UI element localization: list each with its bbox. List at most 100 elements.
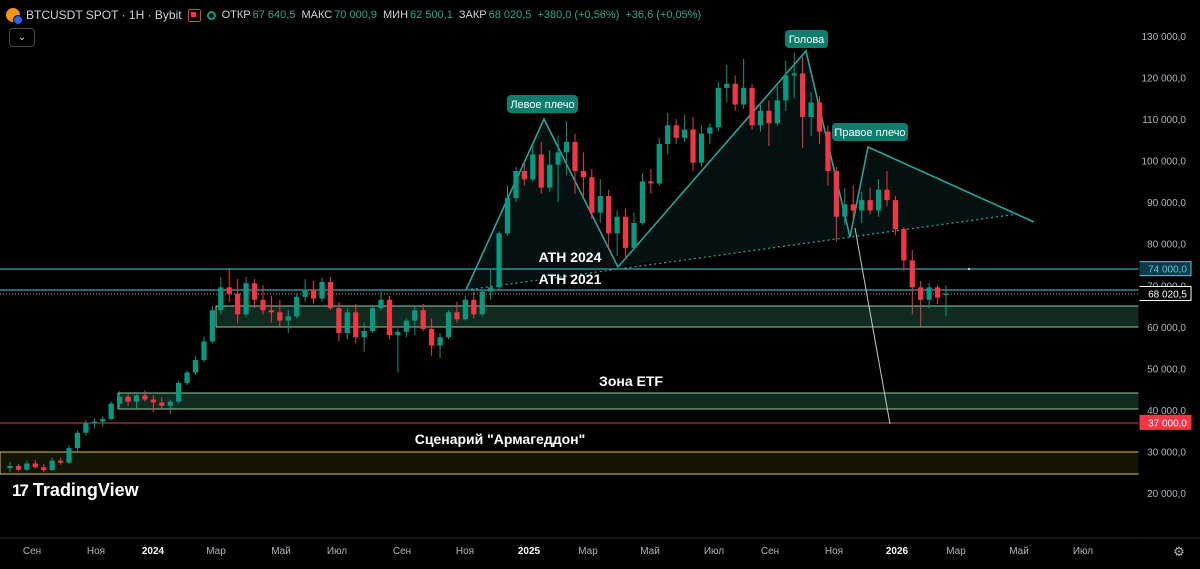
candle[interactable] — [83, 420, 89, 436]
candle[interactable] — [833, 166, 839, 242]
candle[interactable] — [698, 125, 705, 167]
candle[interactable] — [167, 399, 173, 415]
candle[interactable] — [117, 391, 123, 408]
candle[interactable] — [395, 328, 401, 373]
candle[interactable] — [412, 306, 418, 336]
candle[interactable] — [521, 162, 527, 186]
candle[interactable] — [943, 285, 949, 317]
candle[interactable] — [614, 210, 620, 257]
candle[interactable] — [277, 299, 283, 327]
candle[interactable] — [842, 187, 848, 226]
candle[interactable] — [816, 96, 823, 145]
candle[interactable] — [757, 104, 764, 132]
candle[interactable] — [386, 295, 393, 340]
candle[interactable] — [665, 112, 671, 155]
candle[interactable] — [336, 301, 342, 342]
candle[interactable] — [597, 179, 603, 223]
pattern-outline[interactable] — [465, 49, 1035, 291]
candle[interactable] — [783, 60, 789, 111]
candle[interactable] — [859, 191, 865, 223]
candle[interactable] — [437, 333, 443, 358]
candle[interactable] — [572, 133, 578, 194]
candle[interactable] — [66, 445, 72, 464]
candle[interactable] — [378, 291, 384, 311]
candle[interactable] — [909, 249, 915, 315]
candle[interactable] — [732, 75, 738, 111]
candle[interactable] — [892, 195, 899, 236]
candle[interactable] — [589, 168, 595, 219]
candle[interactable] — [471, 291, 477, 319]
ath-2021-label[interactable]: ATH 2021 — [539, 271, 602, 287]
candle[interactable] — [547, 150, 553, 192]
candle[interactable] — [302, 279, 308, 302]
head-and-shoulders-pattern[interactable] — [465, 49, 1035, 291]
candle[interactable] — [724, 65, 730, 103]
candle[interactable] — [260, 285, 266, 315]
candle[interactable] — [369, 306, 376, 334]
candle[interactable] — [766, 100, 772, 147]
projection-line[interactable] — [854, 227, 891, 425]
candle[interactable] — [201, 337, 207, 363]
legend-header[interactable]: BTCUSDT SPOT · 1H · Bybit ОТКР 67 640,5 … — [6, 6, 701, 25]
gear-icon[interactable]: ⚙ — [1173, 544, 1185, 559]
candle[interactable] — [133, 394, 140, 410]
candle[interactable] — [226, 269, 232, 302]
candle[interactable] — [530, 144, 536, 182]
candle[interactable] — [513, 166, 519, 203]
price-tag[interactable]: 68 020,5 — [1138, 285, 1192, 301]
candle[interactable] — [606, 189, 612, 250]
candle[interactable] — [563, 121, 570, 176]
candle[interactable] — [631, 212, 637, 250]
armageddon-label[interactable]: Сценарий "Армагеддон" — [415, 431, 586, 447]
candle[interactable] — [251, 279, 258, 309]
armageddon-zone[interactable] — [0, 451, 1140, 475]
candle[interactable] — [209, 306, 215, 344]
candle[interactable] — [218, 276, 224, 315]
candle[interactable] — [57, 457, 64, 465]
candle[interactable] — [707, 123, 713, 145]
candle[interactable] — [504, 185, 511, 236]
candle[interactable] — [319, 277, 325, 302]
candle[interactable] — [142, 390, 148, 402]
candle[interactable] — [690, 117, 696, 172]
candle[interactable] — [32, 459, 38, 469]
candle[interactable] — [235, 279, 241, 324]
candle[interactable] — [49, 457, 55, 471]
candle[interactable] — [159, 397, 165, 410]
symbol-title[interactable]: BTCUSDT SPOT · 1H · Bybit — [26, 8, 182, 22]
candle[interactable] — [327, 276, 334, 311]
price-tag[interactable]: 37 000,0 — [1138, 414, 1192, 430]
candle[interactable] — [639, 173, 646, 226]
candle[interactable] — [884, 171, 890, 207]
etf-zone[interactable] — [117, 392, 1140, 410]
candle[interactable] — [285, 310, 291, 334]
candle[interactable] — [791, 52, 797, 99]
candle[interactable] — [673, 119, 679, 145]
candle[interactable] — [555, 135, 561, 203]
candle[interactable] — [774, 85, 780, 126]
candle[interactable] — [825, 125, 831, 186]
candle[interactable] — [918, 281, 924, 327]
candle[interactable] — [934, 285, 941, 304]
candle[interactable] — [344, 308, 350, 340]
candle[interactable] — [808, 92, 814, 136]
candle[interactable] — [108, 401, 114, 421]
candle[interactable] — [454, 301, 460, 323]
candle[interactable] — [622, 208, 629, 259]
candle[interactable] — [74, 430, 81, 451]
candle[interactable] — [361, 322, 367, 352]
head-annotation[interactable]: Голова — [785, 30, 828, 48]
tradingview-logo[interactable]: 17 TradingView — [12, 480, 139, 501]
candle[interactable] — [176, 380, 182, 404]
candle[interactable] — [496, 231, 502, 290]
candle[interactable] — [800, 56, 806, 149]
candle[interactable] — [926, 283, 932, 309]
candle[interactable] — [479, 289, 485, 317]
flag-icon[interactable] — [187, 8, 201, 22]
candle[interactable] — [403, 318, 409, 338]
candle[interactable] — [715, 81, 721, 132]
candle[interactable] — [310, 281, 317, 304]
price-tag[interactable]: 74 000,0 — [1138, 261, 1192, 277]
